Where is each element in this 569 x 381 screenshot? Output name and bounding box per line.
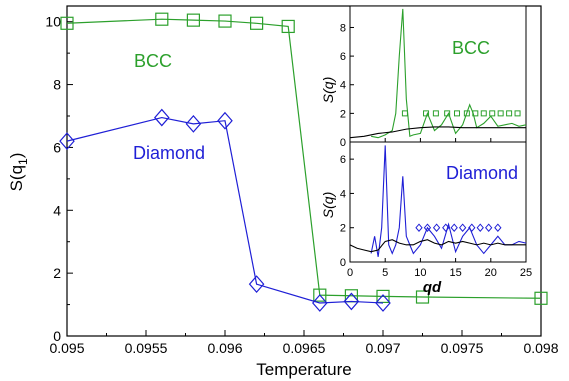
main-y-tick-label: 2 bbox=[53, 265, 61, 281]
inset-diamond-marker bbox=[450, 223, 458, 232]
inset-bcc-marker bbox=[514, 110, 521, 117]
main-chart: 0.095 0.0955 0.096 0.0965 0.097 0.0975 0.098 0… bbox=[7, 5, 559, 379]
inset-bcc-marker bbox=[401, 110, 408, 117]
inset-diamond-y-tick-label: 6 bbox=[340, 154, 346, 166]
data-point-diamond bbox=[343, 292, 360, 311]
main-y-ticks: 0 2 4 6 8 10 bbox=[45, 14, 73, 344]
inset-diamond-marker bbox=[442, 223, 450, 232]
data-point-bcc bbox=[155, 12, 169, 26]
inset-bcc-series-line bbox=[371, 8, 527, 139]
data-point-bcc bbox=[534, 291, 548, 305]
data-point-bcc bbox=[218, 14, 232, 28]
main-x-ticks: 0.095 0.0955 0.096 0.0965 0.097 0.0975 0.098 bbox=[49, 330, 559, 356]
inset-diamond-y-ticks: 0 2 4 6 bbox=[340, 154, 354, 269]
inset-bcc-series-line bbox=[349, 126, 526, 139]
inset-diamond-y-tick-label: 2 bbox=[340, 223, 346, 235]
inset-bcc-marker bbox=[497, 110, 504, 117]
main-x-tick-label: 0.0975 bbox=[441, 340, 484, 356]
inset-diamond-x-tick-label: 25 bbox=[520, 267, 532, 279]
inset-diamond-marker bbox=[432, 223, 441, 232]
data-point-bcc bbox=[313, 288, 327, 302]
inset-bcc-series bbox=[349, 8, 527, 139]
bcc-series-label: BCC bbox=[134, 51, 172, 71]
inset-diamond-marker bbox=[476, 223, 484, 232]
data-point-bcc bbox=[415, 290, 430, 304]
series-line-diamond bbox=[66, 116, 384, 304]
data-point-diamond bbox=[217, 111, 233, 130]
data-point-diamond bbox=[375, 294, 391, 312]
inset-bcc-marker bbox=[489, 110, 496, 117]
main-x-tick-label: 0.095 bbox=[49, 340, 84, 356]
inset-diamond-marker bbox=[458, 223, 467, 232]
inset-bcc-title: BCC bbox=[452, 38, 490, 58]
inset-bcc-x-ticks bbox=[349, 138, 527, 142]
inset-diamond-x-ticks: 0 5 10 15 20 25 bbox=[347, 258, 532, 279]
inset-bcc-y-label: S(q) bbox=[320, 77, 336, 103]
main-x-tick-label: 0.098 bbox=[523, 340, 558, 356]
inset-bcc-marker bbox=[463, 110, 470, 117]
inset-bcc-marker bbox=[472, 110, 479, 117]
inset-bcc-y-tick-label: 4 bbox=[340, 80, 346, 92]
diamond-series-label: Diamond bbox=[133, 143, 205, 163]
main-y-tick-label: 4 bbox=[53, 202, 61, 218]
inset-diamond-x-label: qd bbox=[423, 279, 442, 296]
series-line-bcc bbox=[66, 18, 542, 299]
inset-diamond-marker bbox=[468, 223, 476, 232]
inset-bcc-marker bbox=[480, 110, 487, 117]
inset-bcc-marker bbox=[444, 110, 451, 117]
inset-diamond-marker bbox=[494, 223, 502, 232]
inset-bcc-marker bbox=[506, 110, 513, 117]
inset-bcc-marker bbox=[423, 110, 430, 117]
data-point-diamond bbox=[185, 114, 202, 133]
main-x-tick-label: 0.096 bbox=[207, 340, 242, 356]
inset-bcc-marker bbox=[432, 110, 439, 117]
inset-bcc-y-tick-label: 6 bbox=[340, 51, 346, 63]
main-x-tick-label: 0.0955 bbox=[125, 340, 168, 356]
data-point-diamond bbox=[312, 294, 328, 312]
main-x-axis-label: Temperature bbox=[256, 360, 351, 379]
inset-diamond-marker bbox=[415, 223, 423, 232]
main-x-tick-label: 0.097 bbox=[365, 340, 400, 356]
inset-diamond-x-tick-label: 10 bbox=[414, 267, 426, 279]
inset-diamond-y-tick-label: 4 bbox=[340, 188, 346, 200]
data-point-bcc bbox=[281, 19, 295, 34]
inset-bcc-y-tick-label: 2 bbox=[340, 108, 346, 120]
inset-diamond-x-tick-label: 20 bbox=[485, 267, 497, 279]
main-y-tick-label: 10 bbox=[45, 14, 61, 30]
inset-diamond-x-tick-label: 5 bbox=[382, 267, 388, 279]
inset-bcc-marker bbox=[454, 110, 461, 117]
inset-diamond-x-tick-label: 15 bbox=[449, 267, 461, 279]
inset-diamond-series bbox=[349, 145, 527, 257]
inset-diamond-frame bbox=[349, 141, 527, 263]
main-y-tick-label: 8 bbox=[53, 77, 61, 93]
inset-diamond-marker bbox=[485, 223, 493, 232]
inset-diamond-series-line bbox=[370, 145, 527, 257]
data-point-bcc bbox=[186, 13, 200, 27]
main-y-axis-label: S(q1) bbox=[7, 153, 30, 192]
inset-diamond-title: Diamond bbox=[446, 163, 518, 183]
inset-diamond-marker bbox=[423, 223, 432, 232]
data-point-diamond bbox=[248, 275, 265, 294]
inset-diamond-y-tick-label: 0 bbox=[340, 257, 346, 269]
main-x-tick-label: 0.0965 bbox=[283, 340, 326, 356]
inset-diamond-x-tick-label: 0 bbox=[347, 267, 353, 279]
inset-diamond-chart: 0 2 4 6 0 5 10 15 20 25 Diamond S(q) qd bbox=[320, 141, 532, 296]
main-series bbox=[59, 12, 548, 312]
main-y-tick-label: 0 bbox=[53, 328, 61, 344]
data-point-diamond bbox=[154, 108, 170, 127]
data-point-bcc bbox=[60, 16, 74, 30]
inset-bcc-chart: 0 2 4 6 8 BCC S(q) bbox=[320, 5, 527, 149]
inset-diamond-y-label: S(q) bbox=[320, 192, 336, 218]
inset-bcc-y-tick-label: 0 bbox=[340, 137, 346, 149]
inset-bcc-y-tick-label: 8 bbox=[340, 22, 346, 34]
main-y-tick-label: 6 bbox=[53, 139, 61, 155]
data-point-diamond bbox=[59, 132, 75, 151]
inset-diamond-series-line bbox=[349, 239, 526, 253]
data-point-bcc bbox=[250, 16, 264, 30]
